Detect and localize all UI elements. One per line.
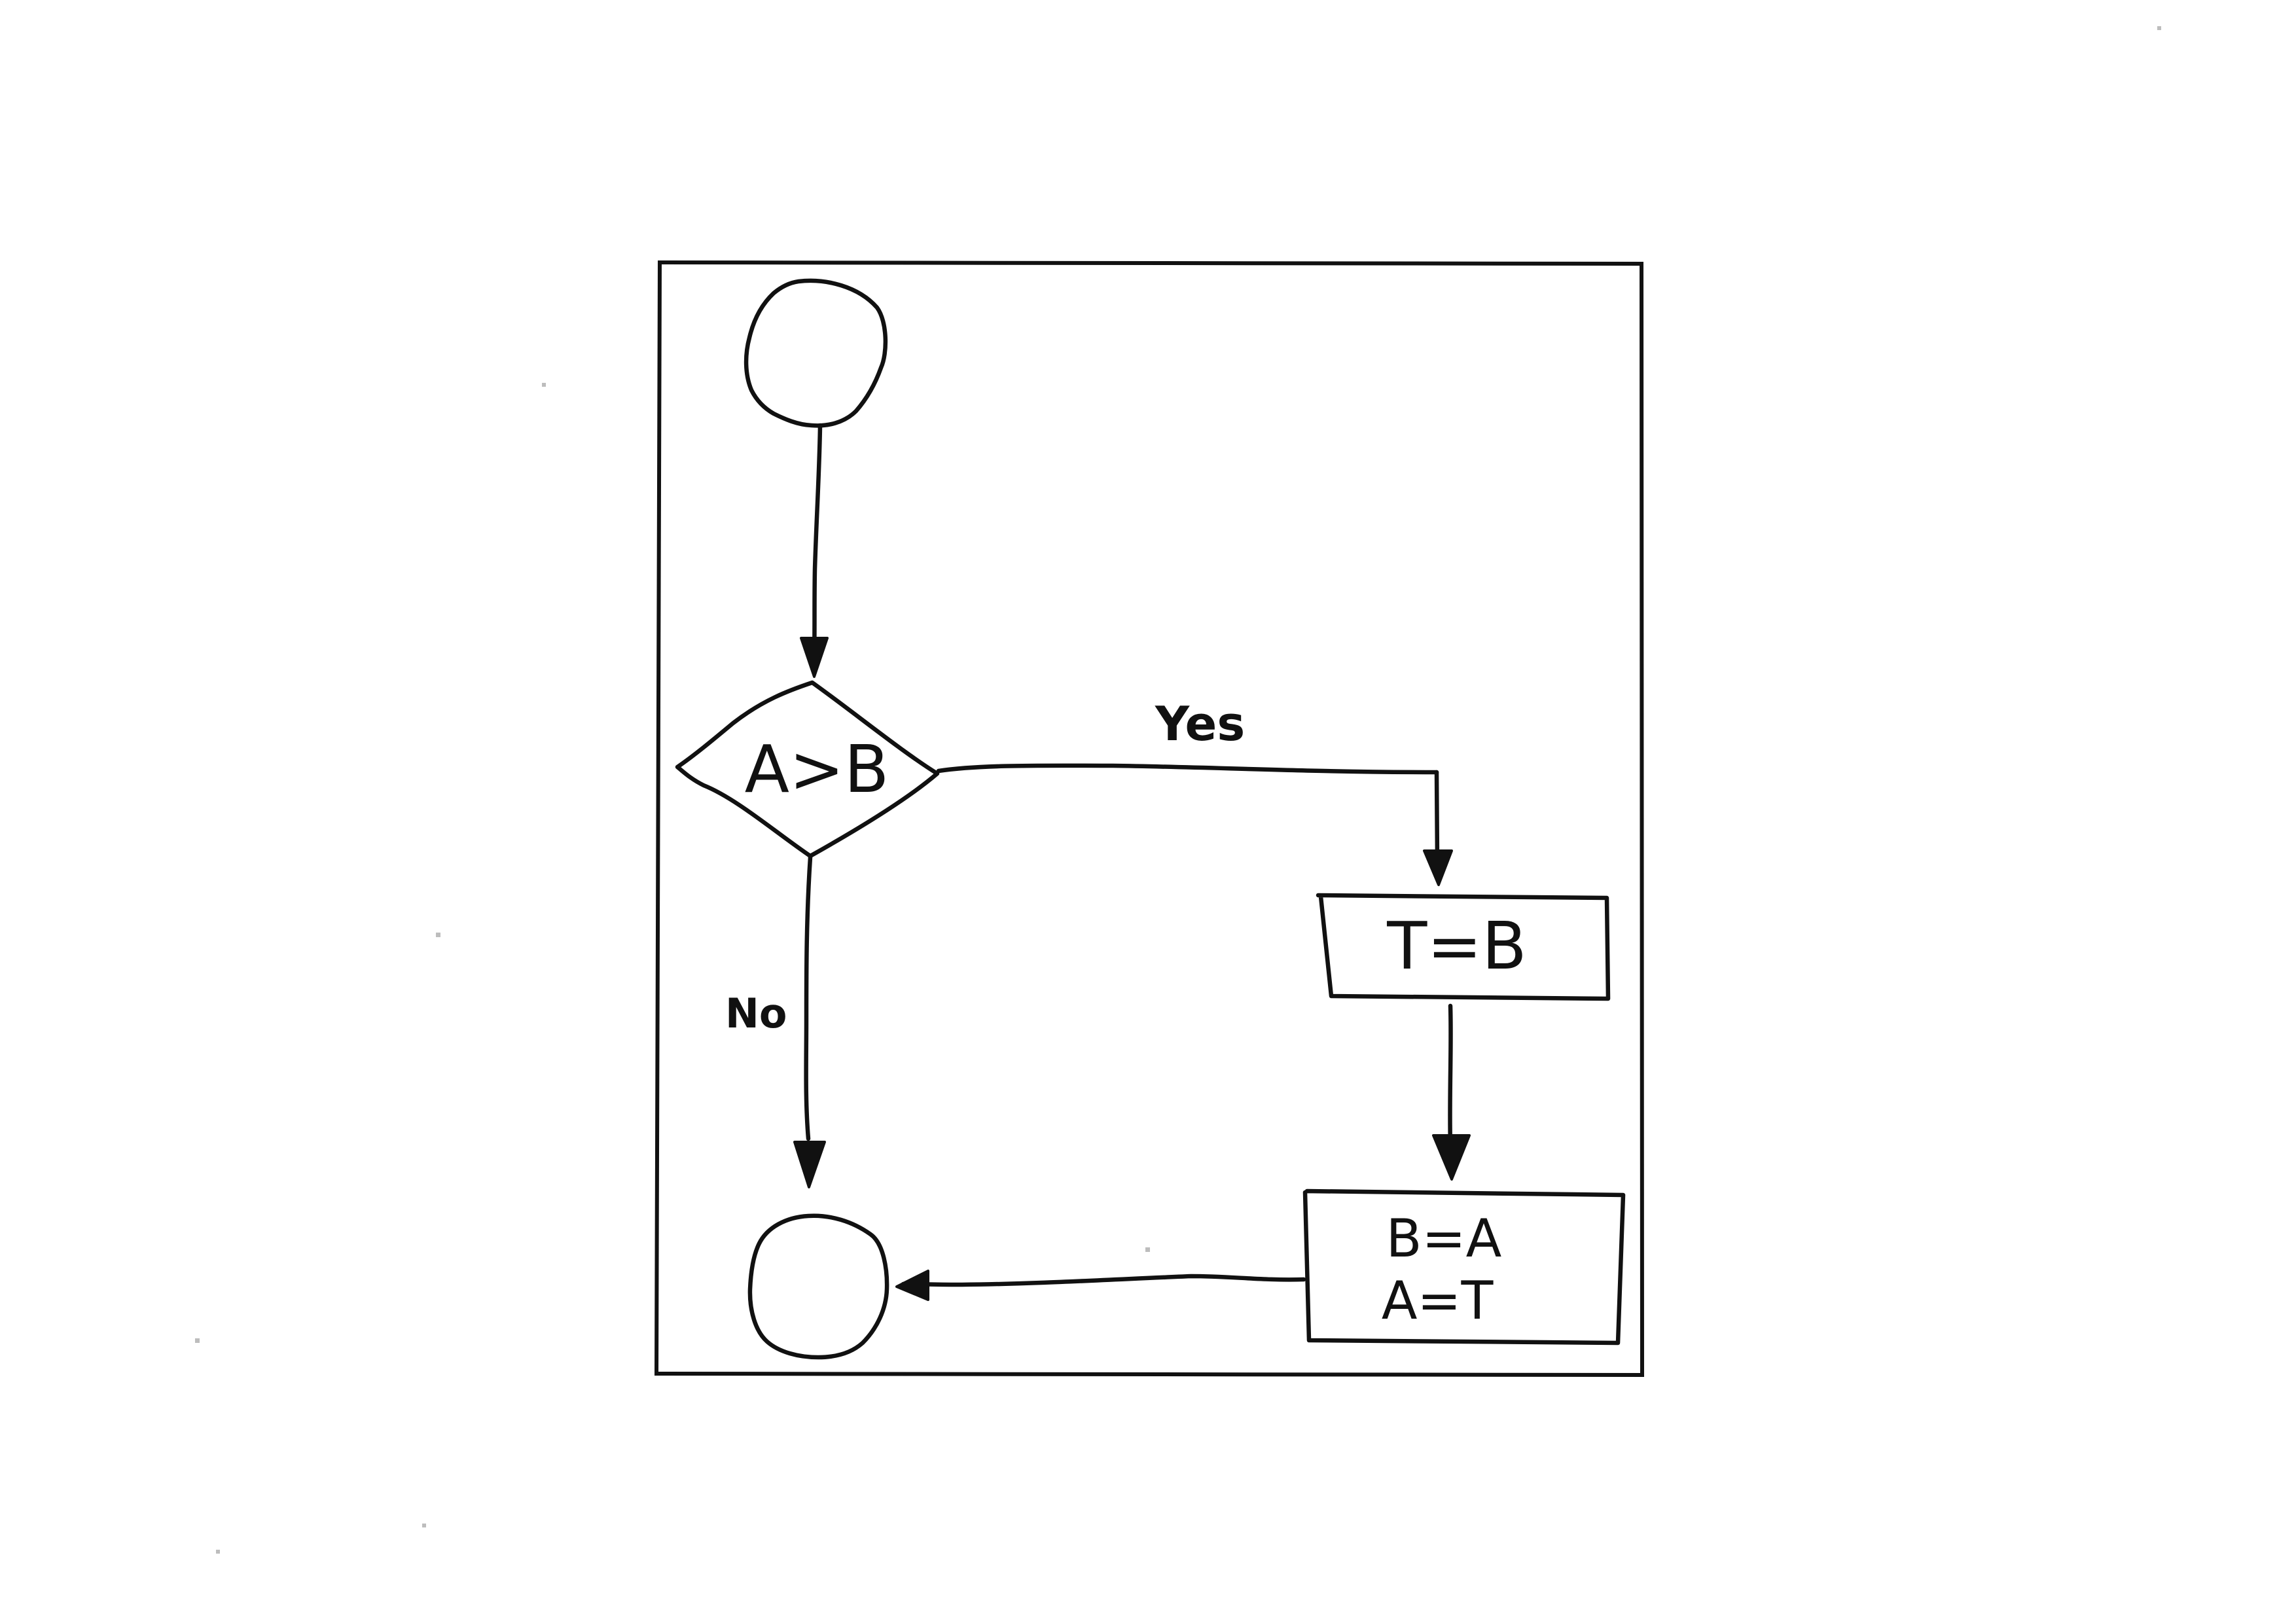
arrowhead-decision xyxy=(800,637,829,678)
edge-yes-label: Yes xyxy=(1155,696,1245,751)
swap-line-1: B=A xyxy=(1386,1208,1502,1269)
edge-swap-end xyxy=(901,1274,1306,1287)
edge-yes xyxy=(936,763,1439,775)
end-terminal xyxy=(747,1213,889,1360)
swap-box xyxy=(1302,1188,1626,1346)
arrowhead-assign-t xyxy=(1423,849,1453,886)
decision-label: A>B xyxy=(745,731,889,808)
assign-t-label: T=B xyxy=(1386,908,1526,984)
assign-t-box xyxy=(1316,893,1611,1001)
edge-no-label: No xyxy=(725,990,787,1037)
arrowhead-end-left xyxy=(895,1270,929,1301)
arrowhead-end-top xyxy=(793,1141,826,1188)
decision-diamond xyxy=(675,680,940,859)
paper-specks xyxy=(195,26,2161,1554)
edge-start-decision xyxy=(812,423,823,664)
arrowhead-swap xyxy=(1432,1134,1471,1181)
start-terminal xyxy=(744,278,888,428)
swap-line-2: A=T xyxy=(1382,1270,1494,1331)
diagram-frame xyxy=(654,260,1645,1378)
edge-no xyxy=(804,855,813,1141)
